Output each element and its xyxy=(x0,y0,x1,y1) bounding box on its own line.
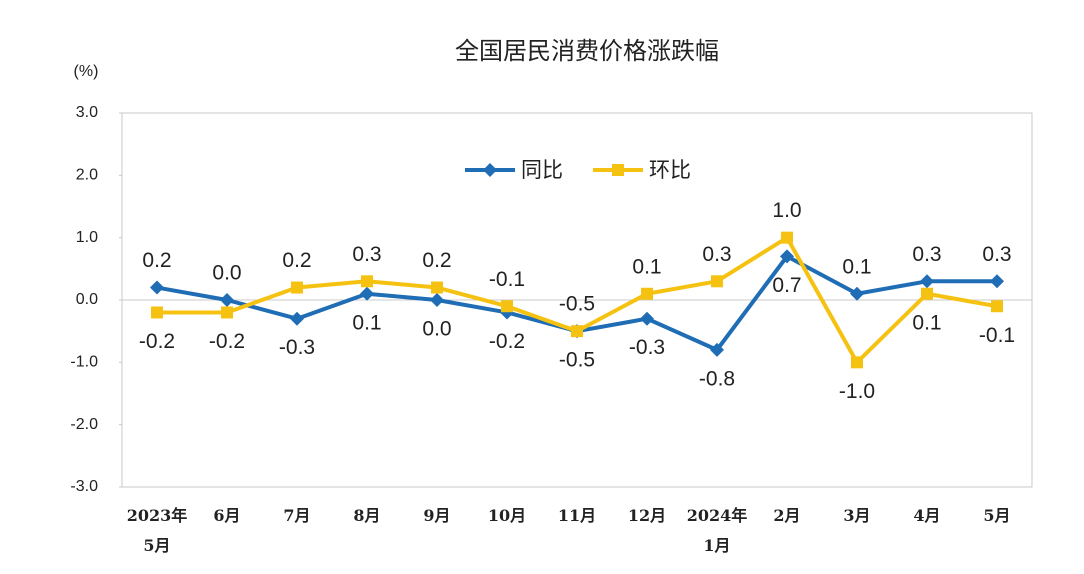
point xyxy=(851,356,863,369)
value-label: 0.1 xyxy=(912,311,941,334)
point xyxy=(291,281,303,294)
value-label: -0.3 xyxy=(629,336,665,359)
point xyxy=(360,286,374,301)
y-tick-label: -1.0 xyxy=(70,354,98,371)
point xyxy=(221,306,233,319)
legend-label: 同比 xyxy=(521,158,563,182)
x-tick-label: 6月 xyxy=(213,506,240,525)
value-label: 0.2 xyxy=(142,249,171,272)
point xyxy=(991,300,1003,313)
value-label: 0.3 xyxy=(352,243,381,266)
x-tick-label: 3月 xyxy=(843,506,870,525)
point xyxy=(781,231,793,244)
point xyxy=(361,275,373,288)
y-tick-label: 1.0 xyxy=(76,229,98,246)
chart-title: 全国居民消费价格涨跌幅 xyxy=(455,37,719,65)
point xyxy=(921,287,933,300)
value-label: 0.0 xyxy=(212,262,241,285)
value-label: -0.2 xyxy=(489,330,525,353)
value-label: 0.7 xyxy=(772,274,801,297)
value-label: 0.1 xyxy=(632,255,661,278)
x-tick-label: 7月 xyxy=(283,506,310,525)
point xyxy=(641,287,653,300)
point xyxy=(990,274,1004,289)
value-label: 0.2 xyxy=(422,249,451,272)
point xyxy=(151,306,163,319)
value-label: -0.2 xyxy=(139,330,175,353)
point xyxy=(710,342,724,357)
value-label: 0.0 xyxy=(422,318,451,341)
x-tick-label: 2月 xyxy=(773,506,800,525)
point xyxy=(780,249,794,264)
value-label: -0.2 xyxy=(209,330,245,353)
value-label: 0.3 xyxy=(982,243,1011,266)
point xyxy=(430,293,444,307)
value-label: -0.8 xyxy=(699,367,735,390)
value-label: -0.5 xyxy=(559,293,595,316)
value-label: 0.1 xyxy=(352,311,381,334)
point xyxy=(920,274,934,289)
point xyxy=(571,325,583,338)
y-unit: (%) xyxy=(74,63,99,80)
legend-label: 环比 xyxy=(649,158,691,182)
x-tick-label: 4月 xyxy=(913,506,940,525)
value-label: 0.2 xyxy=(282,249,311,272)
legend-marker xyxy=(483,163,497,177)
y-tick-label: 3.0 xyxy=(76,104,98,121)
legend-marker xyxy=(612,164,624,176)
value-label: 0.3 xyxy=(912,243,941,266)
y-tick-label: 2.0 xyxy=(76,167,98,184)
x-tick-label: 2024年 1月 xyxy=(687,506,748,555)
x-tick-label: 2023年 5月 xyxy=(127,506,188,555)
x-tick-label: 5月 xyxy=(983,506,1010,525)
x-tick-label: 12月 xyxy=(628,506,666,525)
value-label: -0.1 xyxy=(489,268,525,291)
value-label: -0.3 xyxy=(279,336,315,359)
point xyxy=(501,300,513,313)
point xyxy=(150,280,164,295)
point xyxy=(711,275,723,288)
point xyxy=(220,293,234,307)
point xyxy=(640,311,654,326)
point xyxy=(290,311,304,326)
point xyxy=(850,286,864,301)
value-label: 1.0 xyxy=(772,199,801,222)
x-tick-label: 11月 xyxy=(558,506,596,525)
y-tick-label: -3.0 xyxy=(70,478,98,495)
x-tick-label: 9月 xyxy=(423,506,450,525)
y-tick-label: 0.0 xyxy=(76,291,98,308)
value-label: -0.1 xyxy=(979,324,1015,347)
x-tick-label: 8月 xyxy=(353,506,380,525)
value-label: 0.3 xyxy=(702,243,731,266)
value-label: 0.1 xyxy=(842,255,871,278)
value-label: -0.5 xyxy=(559,349,595,372)
point xyxy=(431,281,443,294)
x-tick-label: 10月 xyxy=(488,506,526,525)
y-tick-label: -2.0 xyxy=(70,416,98,433)
value-label: -1.0 xyxy=(839,380,875,403)
